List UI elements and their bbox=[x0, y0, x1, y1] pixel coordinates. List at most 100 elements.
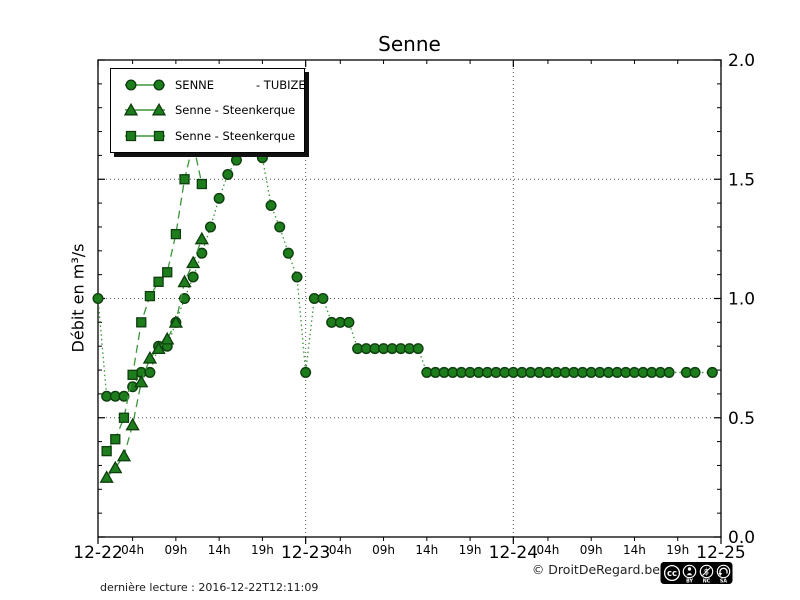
triangle-marker-icon bbox=[123, 103, 167, 116]
data-point-square bbox=[127, 369, 138, 380]
data-point-circle bbox=[706, 366, 718, 378]
cc-nc-label: NC bbox=[703, 579, 711, 585]
data-point-triangle bbox=[194, 231, 209, 245]
data-point-circle bbox=[317, 293, 329, 305]
data-point-square bbox=[153, 276, 164, 287]
data-point-triangle bbox=[151, 103, 167, 116]
last-reading-text: dernière lecture : 2016-12-22T12:11:09 bbox=[100, 581, 319, 594]
data-point-triangle bbox=[134, 374, 149, 388]
share-alike-arrow-icon bbox=[716, 564, 731, 579]
x-hour-tick-label: 19h bbox=[251, 543, 274, 557]
data-point-square bbox=[101, 445, 112, 457]
x-hour-tick-label: 19h bbox=[459, 543, 482, 557]
legend-label-name: Senne - Steenkerque bbox=[175, 129, 296, 144]
x-hour-tick-label: 14h bbox=[623, 543, 646, 557]
legend-label-name: SENNE bbox=[175, 77, 215, 92]
data-point-square bbox=[196, 178, 207, 190]
data-point-circle bbox=[300, 366, 312, 378]
legend: SENNE - TUBIZE Senne - Steenkerque Senne… bbox=[110, 68, 306, 153]
data-point-triangle bbox=[151, 341, 166, 355]
series-line bbox=[106, 143, 203, 452]
x-day-tick-label: 12-22 bbox=[73, 543, 122, 563]
data-point-circle bbox=[92, 293, 104, 305]
data-point-circle bbox=[663, 366, 675, 378]
circle-marker-icon bbox=[125, 79, 165, 91]
data-timestamps: dernière lecture : 2016-12-22T12:11:09 d… bbox=[100, 559, 318, 600]
data-point-circle bbox=[256, 152, 268, 164]
data-point-square bbox=[125, 130, 137, 142]
x-day-tick-label: 12-24 bbox=[489, 543, 538, 563]
attribution-person-icon bbox=[682, 564, 697, 579]
x-hour-tick-label: 04h bbox=[537, 543, 560, 557]
data-point-triangle bbox=[116, 448, 132, 462]
data-point-circle bbox=[689, 366, 701, 378]
data-point-square bbox=[170, 228, 182, 240]
data-point-triangle bbox=[168, 315, 183, 328]
x-hour-tick-label: 09h bbox=[164, 543, 187, 557]
data-point-circle bbox=[196, 247, 208, 259]
legend-entry-steenkerque-b: Senne - Steenkerque bbox=[111, 124, 304, 148]
x-hour-tick-label: 04h bbox=[121, 543, 144, 557]
series-1 bbox=[99, 231, 209, 483]
data-point-circle bbox=[153, 79, 165, 91]
cc-logo-icon bbox=[663, 564, 681, 582]
x-hour-tick-label: 14h bbox=[208, 543, 231, 557]
y-tick-label: 1.5 bbox=[728, 170, 755, 190]
data-point-square bbox=[179, 174, 190, 185]
data-point-circle bbox=[343, 316, 355, 328]
data-point-square bbox=[144, 290, 156, 302]
cc-license-badge: cc $ BY NC SA bbox=[660, 562, 733, 585]
data-point-square bbox=[153, 130, 165, 142]
cc-logo-text: cc bbox=[667, 569, 677, 579]
data-point-triangle bbox=[123, 103, 139, 116]
series-0 bbox=[92, 145, 718, 402]
legend-label: Senne - Steenkerque bbox=[175, 129, 304, 143]
legend-label-name: Senne - Steenkerque bbox=[175, 103, 296, 118]
non-commercial-dollar-icon: $ bbox=[699, 564, 714, 579]
x-hour-tick-label: 14h bbox=[415, 543, 438, 557]
y-tick-label: 0.0 bbox=[728, 528, 755, 548]
copyright-text: © DroitDeRegard.be bbox=[531, 562, 660, 577]
x-day-tick-label: 12-23 bbox=[281, 543, 330, 563]
legend-label-station: - TUBIZE bbox=[256, 77, 306, 92]
data-point-square bbox=[118, 412, 130, 423]
legend-entry-tubize: SENNE - TUBIZE bbox=[111, 73, 306, 97]
legend-label: Senne - Steenkerque bbox=[175, 103, 304, 117]
chart-title: Senne bbox=[378, 32, 441, 56]
data-point-triangle bbox=[125, 417, 140, 431]
y-axis-label: Débit en m³/s bbox=[68, 243, 88, 353]
x-hour-tick-label: 09h bbox=[372, 543, 395, 557]
legend-label: SENNE - TUBIZE bbox=[175, 77, 306, 92]
series-2 bbox=[101, 138, 207, 457]
data-point-triangle bbox=[142, 351, 158, 364]
x-hour-tick-label: 04h bbox=[329, 543, 352, 557]
data-point-circle bbox=[230, 154, 242, 166]
x-hour-tick-label: 09h bbox=[580, 543, 603, 557]
legend-entry-steenkerque-a: Senne - Steenkerque bbox=[111, 98, 304, 122]
x-day-tick-label: 12-25 bbox=[696, 543, 745, 563]
y-tick-label: 1.0 bbox=[728, 290, 755, 310]
data-point-square bbox=[110, 434, 121, 445]
data-point-square bbox=[162, 267, 173, 278]
data-point-triangle bbox=[108, 460, 123, 474]
data-point-triangle bbox=[99, 470, 114, 483]
y-tick-label: 2.0 bbox=[728, 51, 755, 71]
data-point-triangle bbox=[160, 331, 175, 345]
square-marker-icon bbox=[125, 130, 165, 142]
data-point-circle bbox=[187, 271, 199, 283]
y-tick-label: 0.5 bbox=[728, 409, 755, 429]
series-line bbox=[106, 238, 203, 478]
data-point-circle bbox=[222, 168, 234, 180]
cc-sa-label: SA bbox=[720, 579, 727, 585]
data-point-triangle bbox=[186, 255, 201, 269]
data-point-circle bbox=[291, 271, 303, 283]
data-point-circle bbox=[144, 366, 156, 378]
data-point-circle bbox=[274, 221, 286, 233]
x-hour-tick-label: 19h bbox=[666, 543, 689, 557]
data-point-circle bbox=[412, 343, 424, 355]
data-point-square bbox=[136, 317, 147, 328]
data-point-circle bbox=[213, 192, 225, 204]
data-point-triangle bbox=[177, 274, 192, 288]
